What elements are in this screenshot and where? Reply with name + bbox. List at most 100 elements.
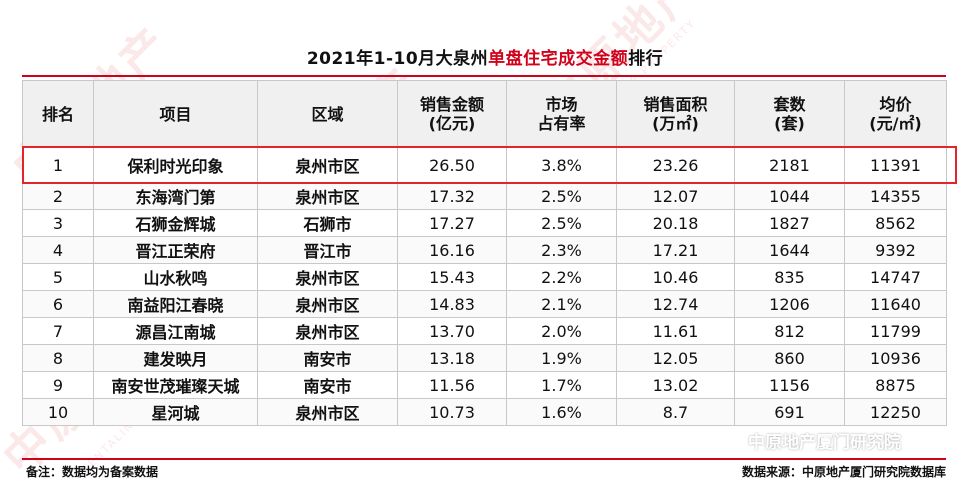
- cell-share: 2.5%: [506, 209, 617, 237]
- header-avg-price: 均价 (元/㎡): [844, 80, 947, 148]
- table-row: 10 星河城 泉州市区 10.73 1.6% 8.7 691 12250: [22, 398, 947, 426]
- cell-units: 1206: [734, 290, 845, 318]
- cell-area: 南安市: [257, 344, 398, 372]
- table-row: 4 晋江正荣府 晋江市 16.16 2.3% 17.21 1644 9392: [22, 236, 947, 264]
- cell-project: 保利时光印象: [93, 147, 258, 183]
- cell-share: 2.3%: [506, 236, 617, 264]
- cell-project: 星河城: [93, 398, 258, 426]
- cell-project: 南安世茂璀璨天城: [93, 371, 258, 399]
- cell-share: 3.8%: [506, 147, 617, 183]
- cell-amount: 13.18: [397, 344, 507, 372]
- cell-sqm: 8.7: [616, 398, 735, 426]
- cell-rank: 9: [22, 371, 94, 399]
- cell-rank: 4: [22, 236, 94, 264]
- cell-sqm: 23.26: [616, 147, 735, 183]
- cell-share: 2.1%: [506, 290, 617, 318]
- cell-units: 1156: [734, 371, 845, 399]
- cell-price: 11799: [844, 317, 947, 345]
- table-row: 7 源昌江南城 泉州市区 13.70 2.0% 11.61 812 11799: [22, 317, 947, 345]
- header-market-share: 市场 占有率: [506, 80, 617, 148]
- header-area: 区域: [257, 80, 398, 148]
- cell-units: 691: [734, 398, 845, 426]
- cell-sqm: 20.18: [616, 209, 735, 237]
- cell-price: 11391: [844, 147, 947, 183]
- cell-share: 2.0%: [506, 317, 617, 345]
- cell-units: 1044: [734, 182, 845, 210]
- cell-rank: 7: [22, 317, 94, 345]
- cell-area: 泉州市区: [257, 182, 398, 210]
- title-highlight: 单盘住宅成交金额: [488, 49, 629, 69]
- cell-area: 泉州市区: [257, 263, 398, 291]
- cell-amount: 15.43: [397, 263, 507, 291]
- cell-units: 1644: [734, 236, 845, 264]
- table-header-row: 排名 项目 区域 销售金额 (亿元) 市场 占有率 销售面积 (万㎡) 套数 (套) 均…: [22, 80, 947, 148]
- cell-units: 1827: [734, 209, 845, 237]
- header-project: 项目: [93, 80, 258, 148]
- table-row: 1 保利时光印象 泉州市区 26.50 3.8% 23.26 2181 1139…: [22, 147, 947, 183]
- cell-price: 9392: [844, 236, 947, 264]
- cell-area: 泉州市区: [257, 147, 398, 183]
- cell-price: 14355: [844, 182, 947, 210]
- cell-amount: 11.56: [397, 371, 507, 399]
- cell-price: 10936: [844, 344, 947, 372]
- cell-units: 812: [734, 317, 845, 345]
- cell-units: 835: [734, 263, 845, 291]
- cell-price: 8875: [844, 371, 947, 399]
- footer-note: 备注：数据均为备案数据: [26, 465, 159, 479]
- cell-sqm: 10.46: [616, 263, 735, 291]
- cell-area: 泉州市区: [257, 398, 398, 426]
- cell-amount: 10.73: [397, 398, 507, 426]
- cell-project: 晋江正荣府: [93, 236, 258, 264]
- cell-amount: 14.83: [397, 290, 507, 318]
- cell-rank: 3: [22, 209, 94, 237]
- cell-project: 源昌江南城: [93, 317, 258, 345]
- table-row: 9 南安世茂璀璨天城 南安市 11.56 1.7% 13.02 1156 887…: [22, 371, 947, 399]
- cell-amount: 26.50: [397, 147, 507, 183]
- cell-share: 2.5%: [506, 182, 617, 210]
- cell-price: 8562: [844, 209, 947, 237]
- cell-rank: 2: [22, 182, 94, 210]
- footer-divider: [22, 458, 946, 460]
- cell-amount: 16.16: [397, 236, 507, 264]
- cell-units: 2181: [734, 147, 845, 183]
- ranking-table: 排名 项目 区域 销售金额 (亿元) 市场 占有率 销售面积 (万㎡) 套数 (套) 均…: [22, 80, 947, 426]
- table-row: 3 石狮金辉城 石狮市 17.27 2.5% 20.18 1827 8562: [22, 209, 947, 237]
- header-sales-amount: 销售金额 (亿元): [397, 80, 507, 148]
- header-units: 套数 (套): [734, 80, 845, 148]
- cell-area: 泉州市区: [257, 317, 398, 345]
- header-rank: 排名: [22, 80, 94, 148]
- cell-sqm: 12.05: [616, 344, 735, 372]
- header-sales-area: 销售面积 (万㎡): [616, 80, 735, 148]
- table-row: 8 建发映月 南安市 13.18 1.9% 12.05 860 10936: [22, 344, 947, 372]
- table-row: 6 南益阳江春晓 泉州市区 14.83 2.1% 12.74 1206 1164…: [22, 290, 947, 318]
- cell-share: 1.6%: [506, 398, 617, 426]
- cell-sqm: 12.07: [616, 182, 735, 210]
- cell-sqm: 13.02: [616, 371, 735, 399]
- cell-rank: 8: [22, 344, 94, 372]
- title-prefix: 2021年1-10月大泉州: [306, 49, 489, 69]
- cell-rank: 1: [22, 147, 94, 183]
- cell-area: 石狮市: [257, 209, 398, 237]
- account-badge: 中原地产厦门研究院: [722, 428, 901, 453]
- cell-share: 2.2%: [506, 263, 617, 291]
- cell-amount: 17.32: [397, 182, 507, 210]
- account-name: 中原地产厦门研究院: [748, 433, 901, 453]
- cell-area: 南安市: [257, 371, 398, 399]
- table-row: 2 东海湾门第 泉州市区 17.32 2.5% 12.07 1044 14355: [22, 182, 947, 210]
- cell-rank: 6: [22, 290, 94, 318]
- cell-sqm: 17.21: [616, 236, 735, 264]
- title-suffix: 排行: [628, 49, 664, 69]
- cell-price: 12250: [844, 398, 947, 426]
- page-title: 2021年1-10月大泉州单盘住宅成交金额排行: [0, 44, 970, 69]
- cell-area: 泉州市区: [257, 290, 398, 318]
- cell-share: 1.7%: [506, 371, 617, 399]
- table-row: 5 山水秋鸣 泉州市区 15.43 2.2% 10.46 835 14747: [22, 263, 947, 291]
- cell-area: 晋江市: [257, 236, 398, 264]
- cell-project: 石狮金辉城: [93, 209, 258, 237]
- cell-amount: 13.70: [397, 317, 507, 345]
- cell-amount: 17.27: [397, 209, 507, 237]
- cell-sqm: 12.74: [616, 290, 735, 318]
- cell-units: 860: [734, 344, 845, 372]
- cell-project: 南益阳江春晓: [93, 290, 258, 318]
- cell-price: 14747: [844, 263, 947, 291]
